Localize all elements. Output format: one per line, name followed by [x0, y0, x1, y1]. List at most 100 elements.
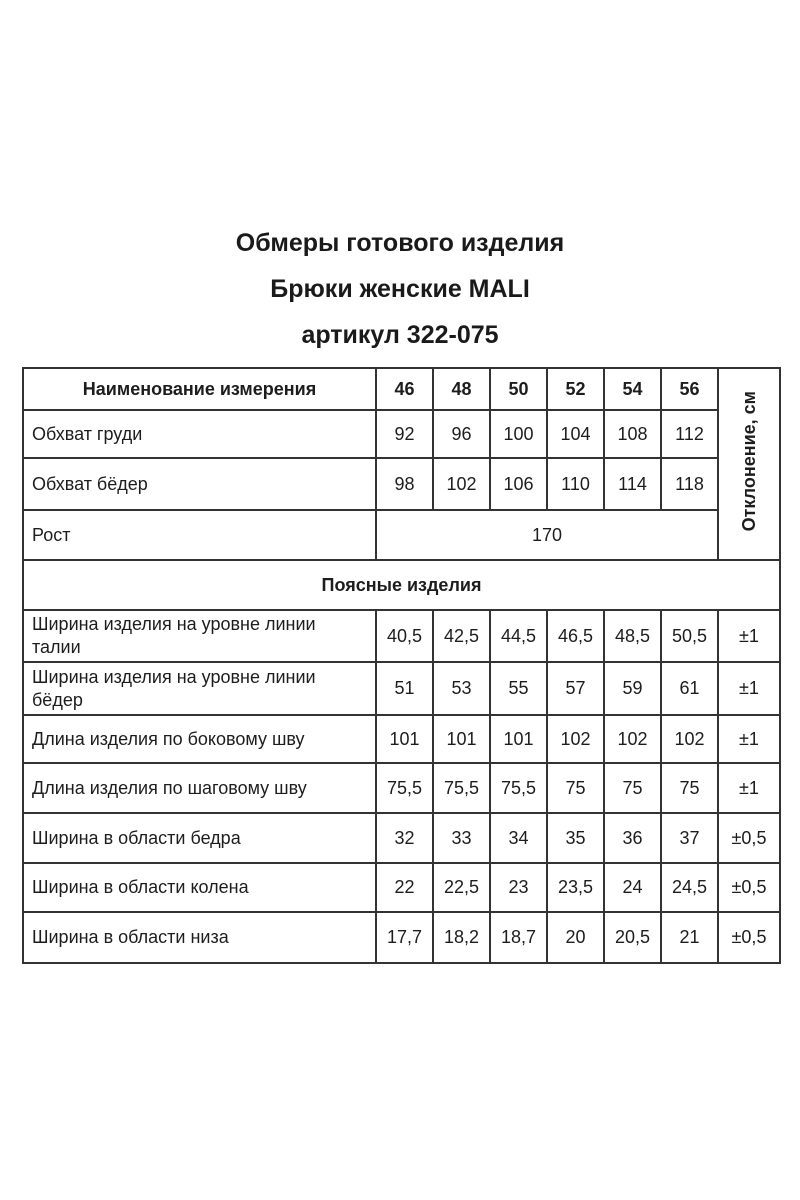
height-value-cell: 170 [375, 509, 719, 561]
size-value-cell: 32 [375, 812, 434, 864]
size-value-cell: 20 [546, 911, 605, 964]
size-value-cell: 18,2 [432, 911, 491, 964]
size-value-cell: 102 [546, 714, 605, 764]
section-label: Поясные изделия [22, 559, 781, 611]
column-header-measurement-name: Наименование измерения [22, 367, 377, 411]
size-value-cell: 23 [489, 862, 548, 913]
measurement-name-cell: Длина изделия по шаговому шву [22, 762, 377, 814]
table-row-height: Рост 170 [22, 509, 780, 561]
column-header-size-46: 46 [375, 367, 434, 411]
size-value-cell: 46,5 [546, 609, 605, 663]
table-row-hem-width: Ширина в области низа 17,7 18,2 18,7 20 … [22, 911, 781, 964]
size-value-cell: 75 [603, 762, 662, 814]
column-header-size-54: 54 [603, 367, 662, 411]
size-value-cell: 114 [603, 457, 662, 511]
deviation-value-cell: ±0,5 [717, 812, 781, 864]
column-header-deviation: Отклонение, см [717, 367, 781, 561]
column-header-size-52: 52 [546, 367, 605, 411]
size-value-cell: 33 [432, 812, 491, 864]
column-header-size-48: 48 [432, 367, 491, 411]
size-value-cell: 112 [660, 409, 719, 459]
table-row-waist-width: Ширина изделия на уровне линии талии 40,… [22, 609, 781, 663]
size-value-cell: 75,5 [432, 762, 491, 814]
header-row: Наименование измерения 46 48 50 52 54 56… [22, 367, 781, 561]
size-value-cell: 18,7 [489, 911, 548, 964]
size-value-cell: 102 [660, 714, 719, 764]
measurement-name-cell: Ширина изделия на уровне линии талии [22, 609, 377, 663]
size-value-cell: 75,5 [375, 762, 434, 814]
deviation-value-cell: ±1 [717, 661, 781, 716]
size-value-cell: 110 [546, 457, 605, 511]
deviation-value-cell: ±0,5 [717, 862, 781, 913]
title-measurements: Обмеры готового изделия [235, 229, 565, 257]
measurement-name-cell: Ширина изделия на уровне линии бёдер [22, 661, 377, 716]
measurement-name-cell: Ширина в области низа [22, 911, 377, 964]
size-value-cell: 100 [489, 409, 548, 459]
column-header-size-50: 50 [489, 367, 548, 411]
size-value-cell: 48,5 [603, 609, 662, 663]
size-value-cell: 40,5 [375, 609, 434, 663]
section-row: Поясные изделия [22, 559, 781, 611]
measurement-name-cell: Рост [22, 509, 377, 561]
size-value-cell: 51 [375, 661, 434, 716]
table-row-knee-width: Ширина в области колена 22 22,5 23 23,5 … [22, 862, 781, 913]
size-value-cell: 104 [546, 409, 605, 459]
page-title: Обмеры готового изделия Брюки женские MA… [0, 0, 800, 358]
size-value-cell: 61 [660, 661, 719, 716]
size-value-cell: 101 [489, 714, 548, 764]
table-row-inseam: Длина изделия по шаговому шву 75,5 75,5 … [22, 762, 781, 814]
size-value-cell: 35 [546, 812, 605, 864]
deviation-value-cell: ±1 [717, 762, 781, 814]
title-product-name: Брюки женские MALI [270, 275, 530, 303]
measurement-name-cell: Ширина в области бедра [22, 812, 377, 864]
deviation-value-cell: ±1 [717, 609, 781, 663]
size-value-cell: 22,5 [432, 862, 491, 913]
size-value-cell: 102 [432, 457, 491, 511]
size-value-cell: 36 [603, 812, 662, 864]
measurement-name-cell: Длина изделия по боковому шву [22, 714, 377, 764]
size-value-cell: 50,5 [660, 609, 719, 663]
size-value-cell: 20,5 [603, 911, 662, 964]
size-value-cell: 98 [375, 457, 434, 511]
size-value-cell: 55 [489, 661, 548, 716]
size-value-cell: 96 [432, 409, 491, 459]
column-header-size-56: 56 [660, 367, 719, 411]
size-value-cell: 53 [432, 661, 491, 716]
deviation-value-cell: ±0,5 [717, 911, 781, 964]
size-value-cell: 108 [603, 409, 662, 459]
size-value-cell: 57 [546, 661, 605, 716]
size-value-cell: 75 [660, 762, 719, 814]
table-row-hips: Обхват бёдер 98 102 106 110 114 118 [22, 457, 780, 511]
size-value-cell: 101 [375, 714, 434, 764]
size-value-cell: 101 [432, 714, 491, 764]
size-value-cell: 92 [375, 409, 434, 459]
size-value-cell: 75 [546, 762, 605, 814]
table-row-side-seam: Длина изделия по боковому шву 101 101 10… [22, 714, 781, 764]
size-value-cell: 118 [660, 457, 719, 511]
size-value-cell: 106 [489, 457, 548, 511]
measurement-name-cell: Обхват бёдер [22, 457, 377, 511]
size-value-cell: 102 [603, 714, 662, 764]
size-value-cell: 22 [375, 862, 434, 913]
measurement-name-cell: Ширина в области колена [22, 862, 377, 913]
measurement-name-cell: Обхват груди [22, 409, 377, 459]
size-value-cell: 37 [660, 812, 719, 864]
size-value-cell: 24,5 [660, 862, 719, 913]
size-value-cell: 17,7 [375, 911, 434, 964]
deviation-rotated-label: Отклонение, см [739, 391, 759, 532]
size-value-cell: 42,5 [432, 609, 491, 663]
size-value-cell: 23,5 [546, 862, 605, 913]
title-article-number: артикул 322-075 [301, 321, 499, 349]
size-value-cell: 59 [603, 661, 662, 716]
size-value-cell: 21 [660, 911, 719, 964]
size-value-cell: 34 [489, 812, 548, 864]
deviation-value-cell: ±1 [717, 714, 781, 764]
size-chart-table: Наименование измерения 46 48 50 52 54 56… [22, 367, 781, 964]
size-value-cell: 75,5 [489, 762, 548, 814]
table-row-thigh-width: Ширина в области бедра 32 33 34 35 36 37… [22, 812, 781, 864]
table-row-hip-width: Ширина изделия на уровне линии бёдер 51 … [22, 661, 781, 716]
size-value-cell: 44,5 [489, 609, 548, 663]
table-row-chest: Обхват груди 92 96 100 104 108 112 [22, 409, 780, 459]
size-value-cell: 24 [603, 862, 662, 913]
